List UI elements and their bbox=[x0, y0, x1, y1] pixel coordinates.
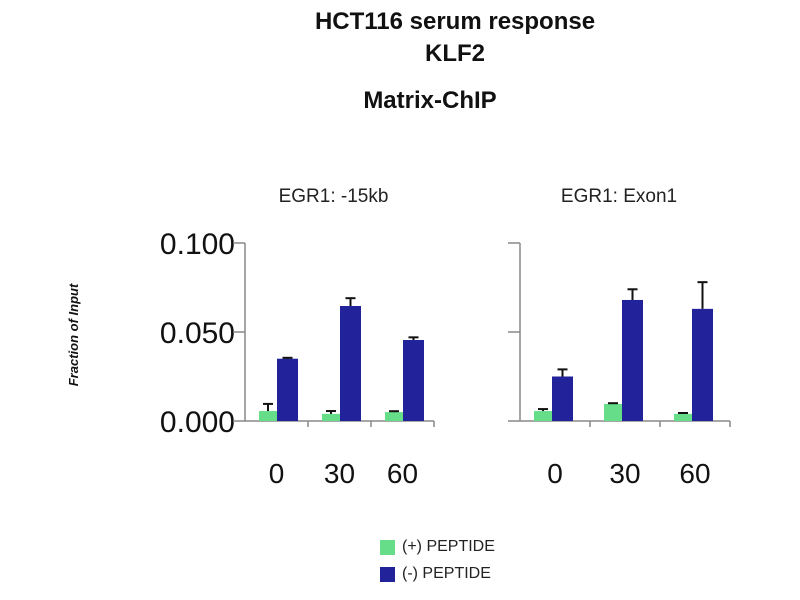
legend-label: (+) PEPTIDE bbox=[402, 538, 495, 555]
legend-label: (-) PEPTIDE bbox=[402, 565, 491, 582]
y-axis-label: Fraction of Input bbox=[66, 283, 81, 386]
bar-plus-peptide bbox=[604, 403, 622, 421]
chart-title-line-2: KLF2 bbox=[425, 40, 485, 67]
legend-swatch-green bbox=[380, 539, 395, 555]
x-tick-label: 30 bbox=[609, 458, 640, 489]
bar-minus-peptide bbox=[552, 376, 573, 421]
x-tick-label: 0 bbox=[547, 458, 563, 489]
x-tick-label: 0 bbox=[269, 458, 285, 489]
chart-title-line-3: Matrix-ChIP bbox=[363, 87, 497, 114]
x-tick-label: 60 bbox=[387, 458, 418, 489]
y-tick-label: 0.100 bbox=[160, 228, 235, 261]
y-tick-label: 0.050 bbox=[160, 317, 235, 350]
bar-plus-peptide bbox=[534, 411, 552, 421]
y-tick-label: 0.000 bbox=[160, 406, 235, 439]
legend-item-minus-peptide: (-) PEPTIDE bbox=[380, 565, 491, 583]
bar-plus-peptide bbox=[674, 413, 692, 421]
bar-plus-peptide bbox=[259, 411, 277, 421]
panel-subtitle: EGR1: -15kb bbox=[279, 186, 389, 207]
legend-item-plus-peptide: (+) PEPTIDE bbox=[380, 538, 495, 556]
x-tick-label: 30 bbox=[324, 458, 355, 489]
bar-minus-peptide bbox=[277, 358, 298, 421]
bar-minus-peptide bbox=[692, 308, 713, 421]
panel-subtitle: EGR1: Exon1 bbox=[561, 186, 677, 207]
bar-minus-peptide bbox=[622, 299, 643, 421]
chart-title-line-1: HCT116 serum response bbox=[314, 8, 596, 35]
bar-minus-peptide bbox=[403, 340, 424, 421]
legend-swatch-blue bbox=[380, 566, 395, 582]
x-tick-label: 60 bbox=[679, 458, 710, 489]
bar-minus-peptide bbox=[340, 306, 361, 421]
bar-plus-peptide bbox=[385, 412, 403, 421]
bar-plus-peptide bbox=[322, 413, 340, 421]
